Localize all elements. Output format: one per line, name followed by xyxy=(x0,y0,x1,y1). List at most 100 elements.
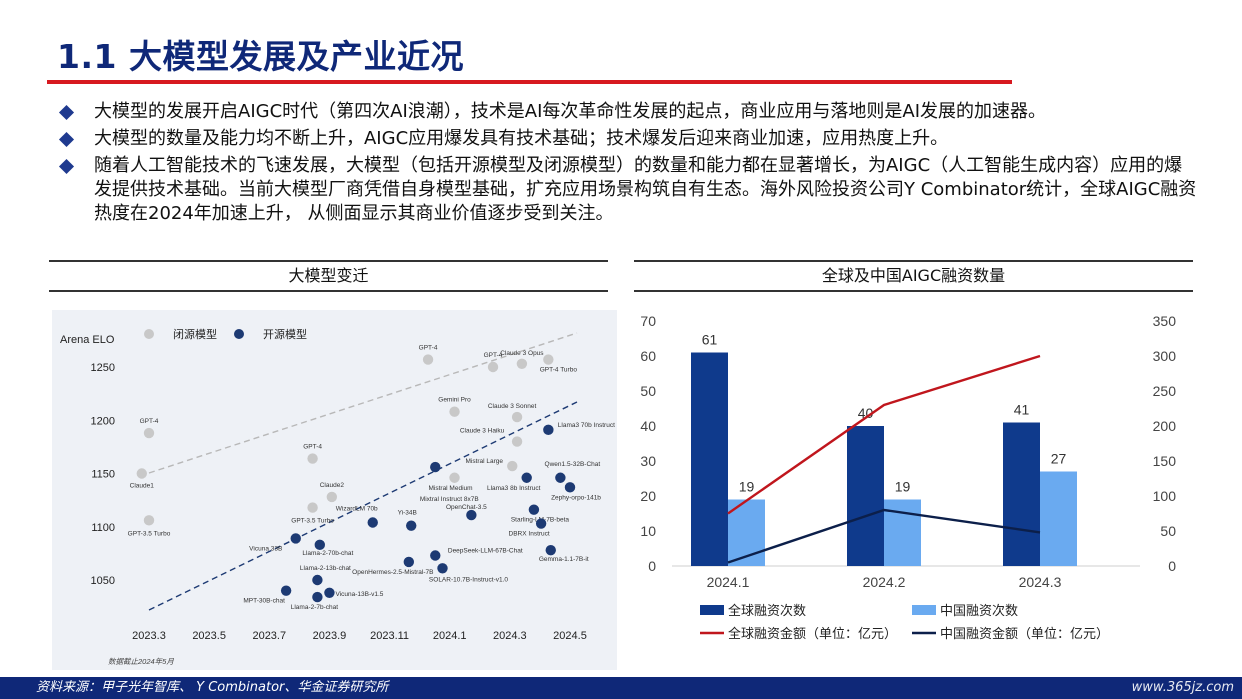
closed-model-point xyxy=(449,472,460,483)
closed-model-point xyxy=(511,436,523,447)
closed-model-label: GPT-3.5 Turbo xyxy=(291,518,334,525)
diamond-bullet-icon xyxy=(58,158,75,175)
legend-open-label: 开源模型 xyxy=(263,327,307,341)
x-tick-label: 2024.3 xyxy=(493,630,527,642)
closed-model-label: Mistral Large xyxy=(465,458,503,465)
left-panel-title: 大模型变迁 xyxy=(49,260,608,292)
china-count-label: 19 xyxy=(895,479,911,495)
closed-model-point xyxy=(487,361,499,373)
x-tick-label: 2024.1 xyxy=(433,630,467,642)
open-model-label: DBRX Instruct xyxy=(509,531,550,538)
open-model-point xyxy=(543,424,554,436)
closed-model-label: Claude 3 Haiku xyxy=(460,428,505,435)
open-model-point xyxy=(312,591,323,603)
funding-chart: 0 10 20 30 40 50 60 70 0 50 100 150 200 250 300 350 61 19… xyxy=(634,305,1194,650)
open-model-label: Mixtral Instruct 8x7B xyxy=(420,496,479,503)
open-model-point xyxy=(545,544,556,556)
bullet-item: 随着人工智能技术的飞速发展，大模型（包括开源模型及闭源模型）的数量和能力都在显著… xyxy=(58,154,1200,226)
china-count-label: 27 xyxy=(1051,451,1067,467)
closed-model-label: GPT-4 xyxy=(140,418,159,425)
data-cutoff-note: 数据截止2024年5月 xyxy=(108,657,174,666)
right-axis-tick: 350 xyxy=(1153,313,1177,329)
diamond-bullet-icon xyxy=(58,131,75,148)
left-axis-tick: 0 xyxy=(648,558,656,574)
source-note: 资料来源：甲子光年智库、 Y Combinator、华金证券研究所 xyxy=(36,680,389,695)
right-axis-tick: 300 xyxy=(1153,348,1177,364)
closed-model-point xyxy=(516,358,528,370)
open-model-label: Llama-2-7b-chat xyxy=(291,604,339,611)
closed-model-label: GPT-4 xyxy=(303,444,322,451)
closed-trend-line xyxy=(148,332,578,474)
open-model-label: Llama-2-70b-chat xyxy=(302,550,353,557)
legend-global-count-swatch xyxy=(700,605,724,615)
closed-model-label: GPT-3.5 Turbo xyxy=(128,530,171,537)
china-count-bar xyxy=(884,499,921,566)
global-count-label: 41 xyxy=(1014,402,1030,418)
open-model-point xyxy=(430,461,441,473)
x-tick-label: 2024.5 xyxy=(553,630,587,642)
x-tick-label: 2023.3 xyxy=(132,630,166,642)
right-axis-tick: 100 xyxy=(1153,488,1177,504)
category-label: 2024.1 xyxy=(707,574,750,590)
legend-china-count-label: 中国融资次数 xyxy=(940,603,1018,618)
closed-model-label: GPT-4 xyxy=(419,345,438,352)
open-model-point xyxy=(312,574,323,586)
open-model-label: DeepSeek-LLM-67B-Chat xyxy=(448,548,523,555)
left-axis-tick: 70 xyxy=(640,313,656,329)
right-axis-tick: 50 xyxy=(1160,523,1176,539)
open-model-point xyxy=(521,472,532,483)
right-axis-tick: 200 xyxy=(1153,418,1177,434)
open-model-point xyxy=(314,539,326,551)
left-axis-tick: 50 xyxy=(640,383,656,399)
closed-model-point xyxy=(507,460,518,472)
left-axis-tick: 10 xyxy=(640,523,656,539)
diamond-bullet-icon xyxy=(58,104,75,121)
closed-model-point xyxy=(143,427,155,439)
watermark: www.365jz.com xyxy=(1131,680,1234,695)
x-tick-label: 2023.7 xyxy=(252,630,286,642)
closed-model-label: Claude 3 Sonnet xyxy=(488,403,537,410)
closed-model-point xyxy=(307,453,318,464)
open-model-label: Llama3 8b Instruct xyxy=(487,485,541,492)
combo-bar-line-chart: 0 10 20 30 40 50 60 70 0 50 100 150 200 250 300 350 61 19… xyxy=(640,313,1177,641)
legend-china-count-swatch xyxy=(912,605,936,615)
title-underline xyxy=(47,80,1012,84)
right-axis-tick: 250 xyxy=(1153,383,1177,399)
y-tick-label: 1200 xyxy=(91,415,115,427)
closed-model-point xyxy=(307,502,318,513)
open-model-label: Zephy-orpo-141b xyxy=(551,494,601,501)
closed-model-point xyxy=(449,406,460,417)
y-tick-label: 1150 xyxy=(91,469,115,481)
open-model-label: Vicuna 33B xyxy=(249,545,282,552)
category-label: 2024.3 xyxy=(1019,574,1062,590)
bullet-item: 大模型的发展开启AIGC时代（第四次AI浪潮），技术是AI每次革命性发展的起点，… xyxy=(58,100,1200,124)
closed-model-point xyxy=(511,411,523,423)
closed-model-label: GPT-4 Turbo xyxy=(540,367,578,374)
legend-closed-label: 闭源模型 xyxy=(173,327,217,341)
open-model-label: Yi-34B xyxy=(398,510,417,517)
bullet-list: 大模型的发展开启AIGC时代（第四次AI浪潮），技术是AI每次革命性发展的起点，… xyxy=(58,100,1200,229)
open-model-point xyxy=(367,517,378,528)
left-axis-tick: 30 xyxy=(640,453,656,469)
global-amount-line xyxy=(727,354,1041,515)
y-tick-label: 1050 xyxy=(91,575,115,587)
global-count-bar xyxy=(847,426,884,566)
global-count-label: 61 xyxy=(702,332,718,348)
open-model-point xyxy=(403,556,415,568)
scatter-plot: Arena ELO 1050 1100 1150 1200 1250 2023.3 2023.… xyxy=(60,327,615,666)
left-axis-tick: 60 xyxy=(640,348,656,364)
open-model-point xyxy=(555,472,566,483)
closed-model-label: Mistral Medium xyxy=(428,485,472,492)
closed-model-label: Gemini Pro xyxy=(438,397,471,404)
x-tick-label: 2023.5 xyxy=(192,630,226,642)
x-tick-label: 2023.11 xyxy=(370,630,409,642)
open-model-point xyxy=(466,509,477,521)
bullet-item: 大模型的数量及能力均不断上升，AIGC应用爆发具有技术基础；技术爆发后迎来商业加… xyxy=(58,127,1200,151)
open-model-point xyxy=(280,585,292,596)
closed-model-point xyxy=(422,354,434,365)
open-model-point xyxy=(324,587,335,598)
x-tick-label: 2023.9 xyxy=(313,630,347,642)
legend-open-marker xyxy=(234,329,244,339)
china-count-bar xyxy=(1040,471,1077,566)
open-model-label: OpenChat-3.5 xyxy=(446,504,487,511)
